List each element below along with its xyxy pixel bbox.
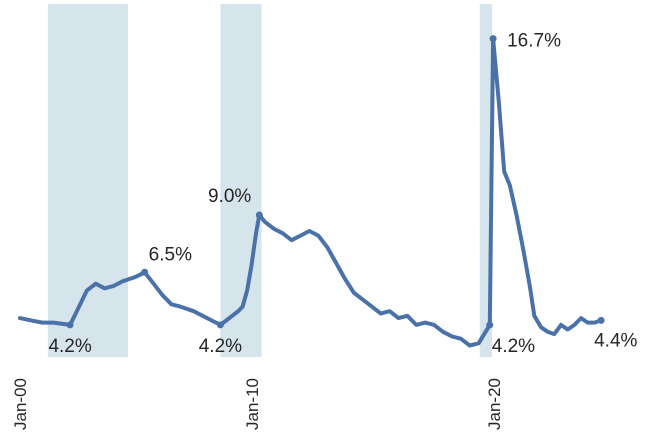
annotation-marker-5: [486, 321, 494, 329]
annotation-marker-6: [597, 316, 605, 324]
x-tick-label-1: Jan-10: [243, 378, 262, 430]
x-tick-label-0: Jan-00: [11, 378, 30, 430]
annotation-marker-3: [216, 321, 224, 329]
x-tick-label-2: Jan-20: [485, 378, 504, 430]
annotation-label-4: 16.7%: [507, 31, 561, 52]
annotation-markers: [66, 35, 605, 329]
recession-bands: [47, 4, 492, 357]
annotation-marker-1: [141, 268, 149, 276]
annotation-marker-2: [255, 211, 263, 219]
recession-band-0: [47, 4, 128, 357]
annotation-label-0: 4.2%: [48, 336, 91, 357]
annotation-labels: 4.2% 6.5% 9.0% 4.2% 16.7% 4.2% 4.4%: [48, 31, 637, 357]
recession-band-1: [220, 4, 262, 357]
annotation-label-5: 4.2%: [492, 336, 535, 357]
x-tick-labels: Jan-00 Jan-10 Jan-20: [11, 378, 504, 430]
annotation-marker-4: [489, 35, 497, 43]
annotation-label-3: 4.2%: [199, 336, 242, 357]
annotation-label-6: 4.4%: [594, 330, 637, 351]
annotation-label-2: 9.0%: [208, 186, 251, 207]
annotation-label-1: 6.5%: [149, 244, 192, 265]
annotation-marker-0: [66, 321, 74, 329]
